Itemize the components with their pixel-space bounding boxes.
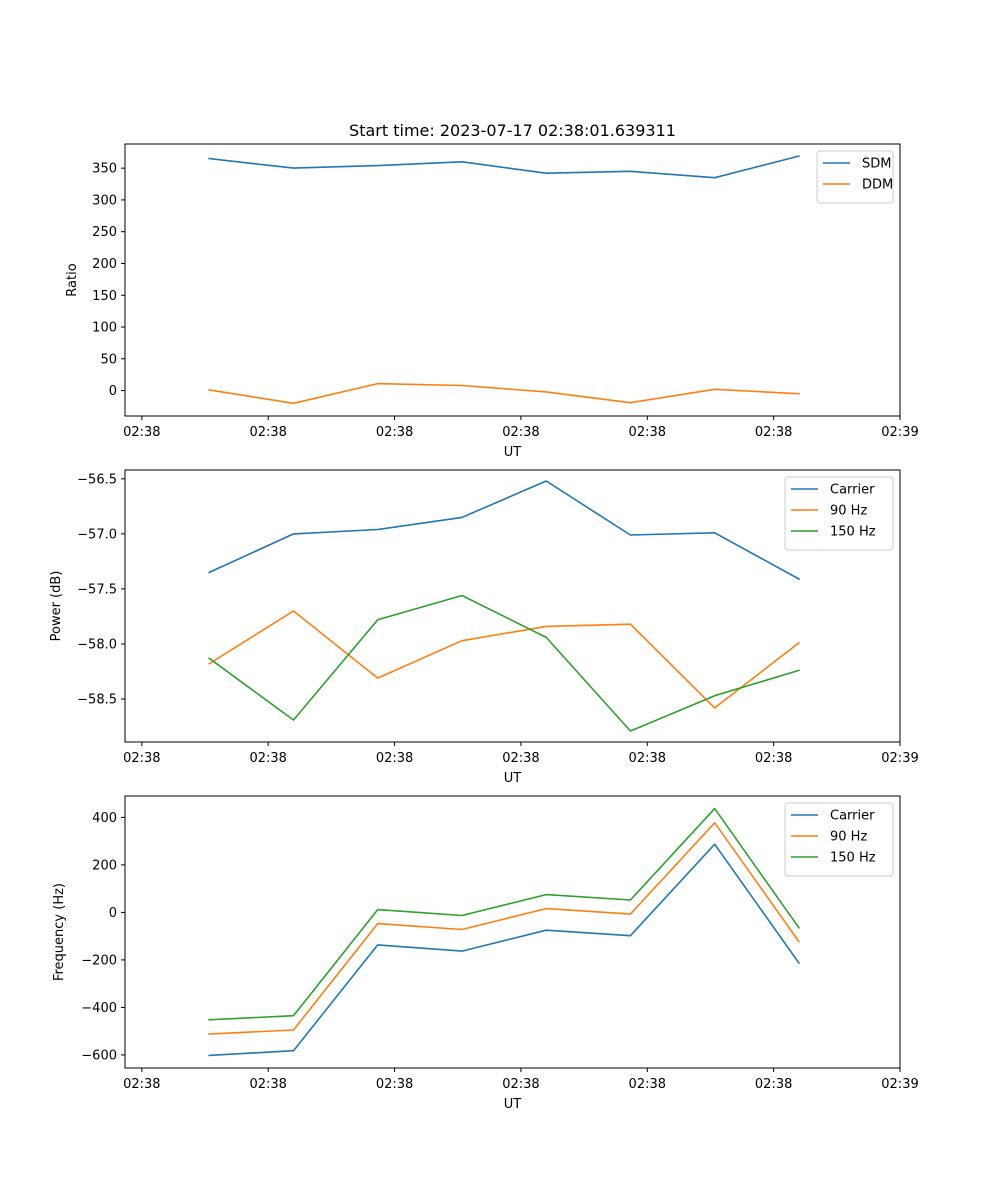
frequency-y-tick-label: −400	[81, 1001, 117, 1016]
frequency-y-tick-label: 200	[92, 858, 117, 873]
power-x-tick-label: 02:38	[123, 751, 160, 766]
power-y-tick-label: −57.0	[77, 527, 117, 542]
power-x-tick-label: 02:38	[755, 751, 792, 766]
frequency-series-150-hz-line	[208, 807, 801, 1021]
frequency-series-90-hz-line	[208, 821, 801, 1035]
power-legend-label: 150 Hz	[830, 525, 876, 540]
ratio-y-tick-label: 150	[92, 289, 117, 304]
ratio-x-tick-label: 02:38	[123, 425, 160, 440]
ratio-y-tick-label: 50	[100, 352, 117, 367]
frequency-y-tick-label: 400	[92, 811, 117, 826]
ratio-legend-box	[816, 150, 894, 204]
frequency-y-tick-label: 0	[109, 906, 117, 921]
ratio-legend-label: DDM	[862, 178, 893, 193]
power-y-tick-label: −56.5	[77, 472, 117, 487]
ratio-y-tick-label: 200	[92, 257, 117, 272]
power-y-tick-label: −57.5	[77, 582, 117, 597]
figure-title: Start time: 2023-07-17 02:38:01.639311	[349, 121, 676, 140]
frequency-legend-label: 90 Hz	[830, 830, 867, 845]
frequency-y-axis-label: Frequency (Hz)	[52, 883, 67, 981]
power-x-tick-label: 02:38	[249, 751, 286, 766]
ratio-legend-label: SDM	[862, 157, 891, 172]
frequency-x-tick-label: 02:39	[881, 1077, 918, 1092]
power-legend-label: Carrier	[830, 483, 875, 498]
frequency-x-tick-label: 02:38	[249, 1077, 286, 1092]
power-y-axis-label: Power (dB)	[49, 571, 64, 642]
power-axes-frame	[124, 469, 901, 743]
ratio-x-tick-label: 02:39	[881, 425, 918, 440]
frequency-x-tick-label: 02:38	[123, 1077, 160, 1092]
ratio-x-tick-label: 02:38	[629, 425, 666, 440]
ratio-y-tick-label: 100	[92, 321, 117, 336]
frequency-legend-label: Carrier	[830, 809, 875, 824]
frequency-legend: Carrier 90 Hz 150 Hz	[784, 802, 894, 877]
frequency-x-tick-label: 02:38	[376, 1077, 413, 1092]
frequency-x-tick-label: 02:38	[755, 1077, 792, 1092]
frequency-x-axis-label: UT	[504, 1097, 522, 1112]
frequency-x-tick-label: 02:38	[502, 1077, 539, 1092]
ratio-y-tick-label: 250	[92, 225, 117, 240]
power-y-tick-label: −58.5	[77, 693, 117, 708]
ratio-x-tick-label: 02:38	[249, 425, 286, 440]
ratio-x-axis-label: UT	[504, 445, 522, 460]
ratio-legend: SDM DDM	[816, 150, 894, 204]
power-y-tick-label: −58.0	[77, 637, 117, 652]
frequency-y-tick-label: −200	[81, 953, 117, 968]
ratio-y-axis-label: Ratio	[65, 263, 80, 296]
power-x-tick-label: 02:38	[376, 751, 413, 766]
ratio-y-tick-label: 300	[92, 193, 117, 208]
frequency-y-tick-label: −600	[81, 1048, 117, 1063]
power-x-tick-label: 02:38	[502, 751, 539, 766]
power-legend: Carrier 90 Hz 150 Hz	[784, 476, 894, 551]
ratio-axes-frame	[124, 143, 901, 417]
power-x-tick-label: 02:39	[881, 751, 918, 766]
frequency-legend-label: 150 Hz	[830, 851, 876, 866]
power-x-axis-label: UT	[504, 771, 522, 786]
ratio-panel: 02:38 02:38 02:38 02:38 02:38 02:38 02:39 0 50 10…	[65, 143, 919, 460]
power-legend-label: 90 Hz	[830, 504, 867, 519]
ratio-y-tick-label: 0	[109, 384, 117, 399]
ratio-series-ddm-line	[208, 382, 800, 405]
ratio-x-tick-label: 02:38	[376, 425, 413, 440]
power-panel: 02:38 02:38 02:38 02:38 02:38 02:38 02:39 −58.5…	[49, 469, 919, 786]
power-series-carrier-line	[208, 480, 800, 581]
power-series-90-hz-line	[208, 610, 801, 709]
frequency-series-carrier-line	[208, 843, 801, 1057]
ratio-x-tick-label: 02:38	[755, 425, 792, 440]
power-series-150-hz-line	[208, 594, 800, 732]
frequency-x-tick-label: 02:38	[629, 1077, 666, 1092]
ratio-series-sdm-line	[208, 155, 800, 179]
frequency-panel: 02:38 02:38 02:38 02:38 02:38 02:38 02:39 −600 −…	[52, 795, 919, 1112]
frequency-axes-frame	[124, 795, 901, 1069]
power-x-tick-label: 02:38	[629, 751, 666, 766]
ratio-x-tick-label: 02:38	[502, 425, 539, 440]
ratio-y-tick-label: 350	[92, 162, 117, 177]
